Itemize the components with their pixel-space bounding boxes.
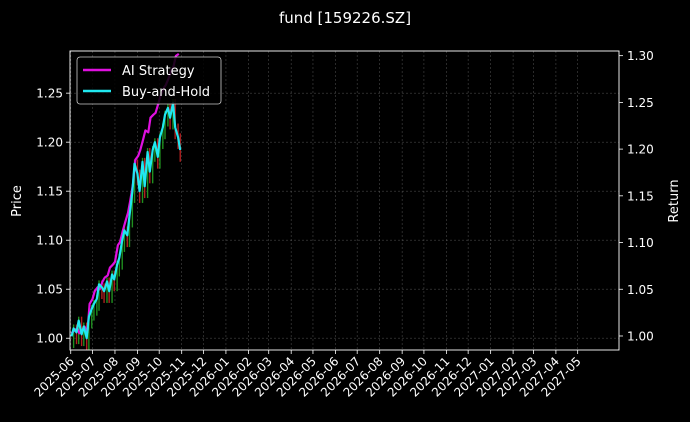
legend-label-ai-strategy: AI Strategy (122, 64, 195, 79)
y-axis-label-right: Return (667, 179, 682, 222)
axes-frame (69, 50, 620, 351)
series-line-buy-and-hold (70, 101, 182, 340)
legend-label-buy-and-hold: Buy-and-Hold (122, 85, 210, 100)
y-tick-label-left: 1.00 (36, 332, 63, 346)
y-tick-label-left: 1.25 (36, 87, 63, 101)
y-tick-label-right: 1.00 (627, 329, 654, 343)
y-tick-label-left: 1.05 (36, 283, 63, 297)
y-tick-label-right: 1.25 (627, 96, 654, 110)
y-tick-label-left: 1.10 (36, 234, 63, 248)
y-axis-label-left: Price (10, 185, 25, 217)
y-tick-label-right: 1.15 (627, 189, 654, 203)
y-tick-label-right: 1.10 (627, 236, 654, 250)
y-tick-label-right: 1.20 (627, 143, 654, 157)
legend: AI Strategy Buy-and-Hold (76, 56, 222, 105)
y-tick-label-left: 1.20 (36, 136, 63, 150)
y-tick-label-left: 1.15 (36, 185, 63, 199)
legend-box (76, 56, 222, 105)
y-tick-label-right: 1.05 (627, 283, 654, 297)
y-tick-label-right: 1.30 (627, 49, 654, 63)
chart-title: fund [159226.SZ] (279, 9, 411, 27)
